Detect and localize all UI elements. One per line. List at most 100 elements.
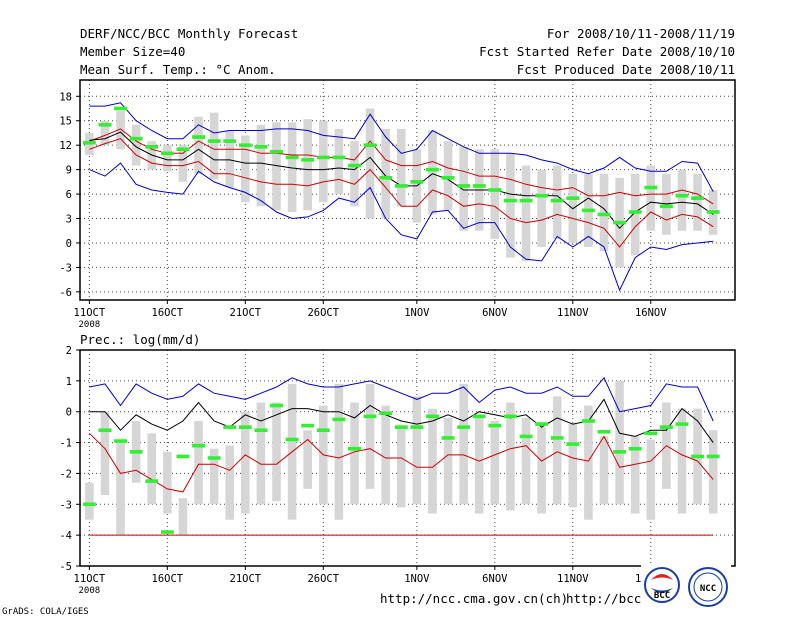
panel1-box-5	[163, 145, 172, 172]
panel1-observed-12	[270, 149, 283, 154]
panel1-box-17	[350, 141, 359, 207]
panel2-median-line	[89, 398, 714, 443]
panel2-observed-16	[332, 417, 346, 422]
panel2-box-21	[412, 396, 422, 505]
panel2-box-7	[194, 420, 203, 505]
panel2-ytick-label-3: -2	[59, 468, 72, 480]
panel1-box-20	[396, 128, 406, 207]
panel2-box-22	[428, 408, 437, 514]
panel2-observed-22	[426, 414, 439, 419]
title: DERF/NCC/BCC Monthly Forecast	[80, 26, 298, 41]
panel2-observed-38	[675, 422, 689, 426]
url-bcc[interactable]: http://bcc.c	[566, 591, 656, 606]
bcc-logo-text: BCC	[654, 591, 670, 601]
url-ncc[interactable]: http://ncc.cma.gov.cn(ch)	[380, 591, 568, 606]
panel2-observed-29	[535, 422, 549, 426]
panel2-observed-6	[176, 454, 190, 459]
panel2-ytick-label-5: 0	[66, 407, 72, 419]
panel1-box-15	[318, 120, 328, 203]
panel2-box-10	[241, 411, 250, 514]
panel2-box-33	[599, 436, 609, 505]
panel2-box-25	[474, 417, 484, 514]
panel2-xtick-label-4: 1NOV	[404, 573, 430, 585]
panel1-observed-22	[426, 167, 439, 172]
panel1-lower-quartile-line	[89, 138, 714, 248]
panel2-observed-10	[238, 425, 252, 429]
panel2-xtick-label-0: 11OCT	[74, 573, 106, 585]
panel1-box-12	[272, 122, 281, 211]
panel1-observed-19	[379, 175, 393, 180]
panel2-box-4	[147, 433, 157, 505]
panel1-ytick-label-1: -3	[59, 262, 72, 274]
panel1-box-38	[677, 169, 687, 231]
panel1-box-27	[506, 153, 515, 258]
panel1-observed-24	[457, 184, 471, 188]
panel2-observed-28	[519, 434, 533, 439]
panel1-box-13	[287, 122, 297, 212]
panel1-xtick-label-1: 16OCT	[152, 307, 184, 319]
panel1-observed-26	[488, 188, 502, 192]
panel1-observed-1	[98, 123, 112, 127]
panel1-ytick-label-5: 9	[66, 165, 72, 177]
panel2-box-6	[178, 498, 188, 536]
panel2-ytick-label-2: -3	[59, 499, 72, 511]
panel2-observed-19	[379, 411, 393, 416]
panel1-ytick-label-7: 15	[59, 116, 72, 128]
panel1-upper-quartile-line	[89, 128, 714, 205]
temperature-panel: Prec.: log(mm/d) -6 -3 0 3 6 9 12 15 18 11OCT 16OC…	[59, 79, 736, 347]
panel1-box-10	[241, 135, 250, 203]
panel1-observed-33	[597, 212, 611, 217]
panel1-box-18	[365, 108, 375, 219]
panel1-ytick-label-2: 0	[66, 238, 72, 250]
panel2-observed-26	[488, 423, 502, 428]
panel1-box-33	[599, 173, 609, 252]
panel1-observed-2	[114, 106, 127, 111]
panel2-observed-25	[472, 414, 486, 419]
panel1-xtick-label-7: 16NOV	[635, 307, 667, 319]
panel2-ytick-label-1: -4	[59, 530, 72, 542]
panel2-observed-13	[285, 437, 299, 442]
panel1-observed-34	[613, 220, 627, 225]
panel1-ytick-label-8: 18	[59, 91, 72, 103]
panel1-frame	[79, 79, 736, 301]
panel2-observed-4	[145, 479, 159, 483]
panel1-box-26	[490, 149, 500, 239]
panel2-box-12	[272, 402, 281, 502]
panel1-xtick-label-6: 11NOV	[557, 307, 589, 319]
panel1-ytick-label-6: 12	[59, 140, 72, 152]
panel1-observed-31	[566, 196, 580, 200]
panel1-observed-28	[519, 198, 533, 203]
panel2-observed-21	[410, 425, 424, 429]
variable-label: Mean Surf. Temp.: °C Anom.	[80, 62, 276, 77]
panel2-xtick-label-2: 21OCT	[230, 573, 262, 585]
panel2-box-8	[209, 448, 219, 505]
panel1-observed-14	[301, 158, 315, 162]
panel2-observed-18	[363, 414, 377, 419]
panel1-box-6	[178, 145, 188, 182]
panel2-box-14	[303, 430, 312, 489]
panel1-box-1	[100, 120, 110, 146]
panel2-observed-9	[223, 425, 237, 429]
panel1-box-11	[256, 124, 266, 207]
panel1-box-22	[428, 130, 437, 215]
panel2-observed-5	[160, 530, 174, 534]
panel2-box-28	[521, 417, 531, 505]
panel2-box-1	[100, 411, 110, 496]
panel1-xtick-label-4: 1NOV	[404, 307, 430, 319]
precip-title: Prec.: log(mm/d)	[80, 332, 200, 347]
panel2-observed-7	[192, 443, 205, 448]
produced-date: Fcst Produced Date 2008/10/11	[517, 62, 735, 77]
panel2-observed-35	[628, 446, 642, 451]
panel2-ytick-label-4: -1	[59, 438, 72, 450]
panel1-box-19	[381, 128, 390, 219]
member-size: Member Size=40	[80, 44, 185, 59]
panel2-observed-14	[301, 423, 315, 428]
panel2-observed-2	[114, 439, 127, 443]
panel1-observed-13	[285, 155, 299, 160]
panel2-xtick-label-3: 26OCT	[307, 573, 339, 585]
panel1-observed-0	[82, 140, 96, 145]
panel2-observed-8	[207, 456, 221, 460]
panel2-box-32	[584, 405, 593, 520]
panel2-box-20	[396, 427, 406, 508]
